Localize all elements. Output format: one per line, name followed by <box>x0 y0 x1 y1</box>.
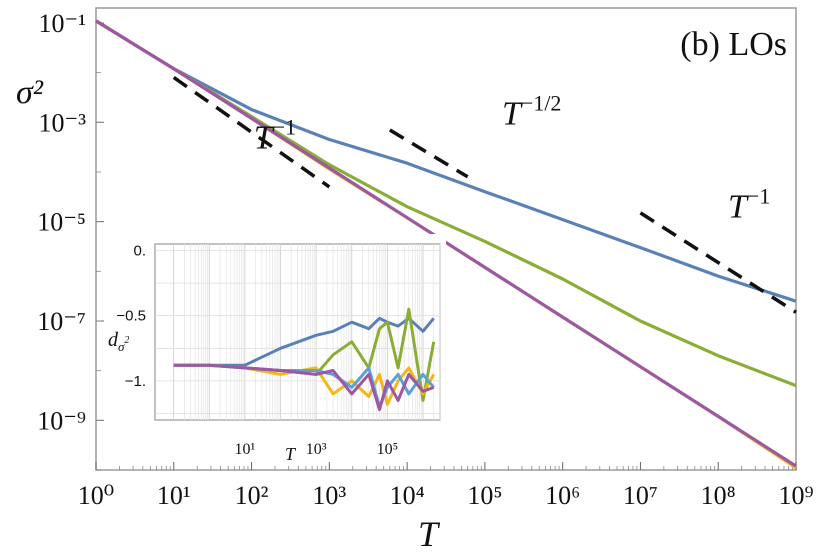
main-x-tick-label: 10⁷ <box>623 481 658 510</box>
chart-title: (b) LOs <box>680 26 787 63</box>
slope-annotation: T−1/2 <box>502 91 561 133</box>
inset-series-group <box>173 307 436 412</box>
main-x-tick-label: 10⁵ <box>467 481 502 510</box>
main-y-tick-label: 10⁻⁹ <box>37 406 86 435</box>
main-y-tick-label: 10⁻¹ <box>38 9 86 38</box>
main-x-tick-label: 10⁸ <box>701 481 736 510</box>
main-y-tick-label: 10⁻⁷ <box>37 307 86 336</box>
main-x-tick-label: 10⁴ <box>390 481 425 510</box>
main-axes-ticks: 10⁰ 10¹ 10² 10³ 10⁴ 10⁵ 10⁶ 10⁷ 10⁸ 10⁹ 10⁻¹ 10⁻³ 10… <box>37 9 813 510</box>
inset-x-tick-label: 10³ <box>306 441 327 458</box>
main-y-tick-label: 10⁻³ <box>38 108 86 137</box>
slope-annotation: T−1 <box>728 184 770 226</box>
inset-y-tick-label: −0.5 <box>116 308 146 325</box>
inset-series-line-5 <box>173 363 435 412</box>
main-x-axis-label: T <box>418 514 441 554</box>
inset-y-tick-label: 0. <box>133 243 146 260</box>
reference-slope-line <box>388 128 469 179</box>
main-x-tick-label: 10² <box>235 481 269 510</box>
main-y-tick-label: 10⁻⁵ <box>37 208 86 237</box>
inset-axes-ticks: 10¹ 10³ 10⁵ 0. −0.5 −1. <box>116 243 398 458</box>
inset-background <box>106 234 446 434</box>
reference-slope-line <box>639 211 797 314</box>
main-series-line-1 <box>95 19 797 303</box>
reference-slope-line <box>172 76 331 189</box>
slope-annotation: T−1 <box>254 114 296 156</box>
main-x-tick-label: 10¹ <box>157 481 191 510</box>
main-x-tick-label: 10⁶ <box>545 481 580 510</box>
main-x-tick-label: 10⁰ <box>78 481 114 510</box>
inset-y-tick-label: −1. <box>125 373 146 390</box>
main-x-tick-label: 10³ <box>312 481 346 510</box>
inset-y-axis-label: dσ2 <box>108 329 129 354</box>
inset-x-tick-label: 10¹ <box>234 441 255 458</box>
inset-x-tick-label: 10⁵ <box>377 441 399 458</box>
main-x-tick-label: 10⁹ <box>778 481 813 510</box>
inset-x-axis-label: T <box>285 444 297 464</box>
main-plot-frame <box>95 7 797 471</box>
main-y-axis-label: σ² <box>16 74 44 111</box>
main-annotations-group: T−1 T−1/2 T−1 <box>172 76 797 314</box>
